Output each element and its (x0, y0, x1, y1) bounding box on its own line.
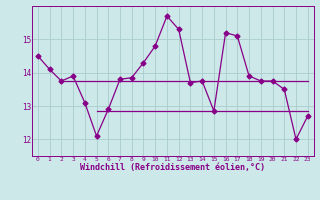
X-axis label: Windchill (Refroidissement éolien,°C): Windchill (Refroidissement éolien,°C) (80, 163, 265, 172)
